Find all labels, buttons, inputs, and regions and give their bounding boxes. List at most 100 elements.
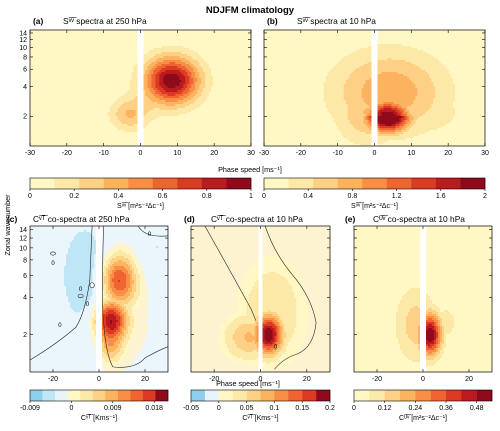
field-cell (381, 112, 383, 114)
field-cell (195, 106, 197, 108)
field-cell (155, 58, 157, 60)
field-cell (358, 40, 360, 42)
field-cell (439, 54, 441, 56)
field-cell (332, 72, 334, 74)
field-cell (449, 86, 451, 88)
field-cell (128, 98, 130, 100)
field-cell (179, 98, 181, 100)
field-cell (393, 56, 395, 58)
field-cell (130, 74, 132, 76)
field-cell (342, 112, 344, 114)
field-cell (334, 80, 336, 82)
field-cell (161, 84, 163, 86)
field-cell (409, 72, 411, 74)
field-cell (145, 46, 147, 48)
field-cell (397, 48, 399, 50)
field-cell (320, 110, 322, 112)
field-cell (427, 60, 429, 62)
field-cell (387, 64, 389, 66)
field-cell (318, 66, 320, 68)
field-cell (189, 70, 191, 72)
field-cell (324, 104, 326, 106)
field-cell (346, 50, 348, 52)
field-cell (213, 74, 215, 76)
y-tick-label: 4 (23, 84, 27, 91)
field-cell (126, 106, 128, 108)
field-cell (417, 104, 419, 106)
field-cell (455, 66, 457, 68)
field-cell (354, 48, 356, 50)
field-cell (465, 82, 467, 84)
field-cell (332, 110, 334, 112)
field-cell (413, 36, 415, 38)
field-cell (395, 76, 397, 78)
field-cell (338, 48, 340, 50)
field-cell (372, 52, 374, 54)
field-cell (140, 114, 142, 116)
field-cell (316, 68, 318, 70)
field-cell (175, 116, 177, 118)
field-cell (167, 96, 169, 98)
field-cell (403, 42, 405, 44)
field-cell (389, 52, 391, 54)
field-cell (322, 68, 324, 70)
field-cell (189, 104, 191, 106)
field-cell (389, 72, 391, 74)
field-cell (142, 96, 144, 98)
field-cell (197, 98, 199, 100)
field-cell (175, 96, 177, 98)
field-cell (372, 56, 374, 58)
field-cell (447, 58, 449, 60)
field-cell (179, 66, 181, 68)
field-cell (120, 134, 122, 136)
field-cell (473, 108, 475, 110)
field-cell (433, 68, 435, 70)
field-cell (368, 70, 370, 72)
field-cell (405, 94, 407, 96)
field-cell (443, 94, 445, 96)
field-cell (215, 88, 217, 90)
field-cell (318, 106, 320, 108)
field-cell (397, 36, 399, 38)
field-cell (338, 102, 340, 104)
field-cell (437, 110, 439, 112)
field-cell (157, 66, 159, 68)
field-cell (437, 82, 439, 84)
field-cell (429, 78, 431, 80)
field-cell (124, 78, 126, 80)
field-cell (159, 88, 161, 90)
field-cell (165, 56, 167, 58)
field-cell (151, 64, 153, 66)
field-cell (316, 110, 318, 112)
field-cell (211, 100, 213, 102)
field-cell (409, 38, 411, 40)
field-cell (467, 86, 469, 88)
field-cell (427, 68, 429, 70)
field-cell (165, 92, 167, 94)
field-cell (155, 86, 157, 88)
field-cell (360, 106, 362, 108)
field-cell (163, 108, 165, 110)
field-cell (322, 94, 324, 96)
field-cell (211, 70, 213, 72)
field-cell (399, 104, 401, 106)
field-cell (213, 82, 215, 84)
field-cell (385, 82, 387, 84)
field-cell (187, 68, 189, 70)
field-cell (199, 64, 201, 66)
field-cell (463, 74, 465, 76)
field-cell (173, 60, 175, 62)
x-tick-label: -30 (25, 150, 35, 157)
field-cell (163, 92, 165, 94)
field-cell (130, 124, 132, 126)
field-cell (314, 68, 316, 70)
field-cell (401, 60, 403, 62)
field-cell (207, 74, 209, 76)
field-cell (332, 58, 334, 60)
field-cell (425, 70, 427, 72)
field-cell (322, 80, 324, 82)
field-cell (377, 64, 379, 66)
field-cell (376, 58, 378, 60)
field-cell (116, 92, 118, 94)
field-cell (372, 42, 374, 44)
